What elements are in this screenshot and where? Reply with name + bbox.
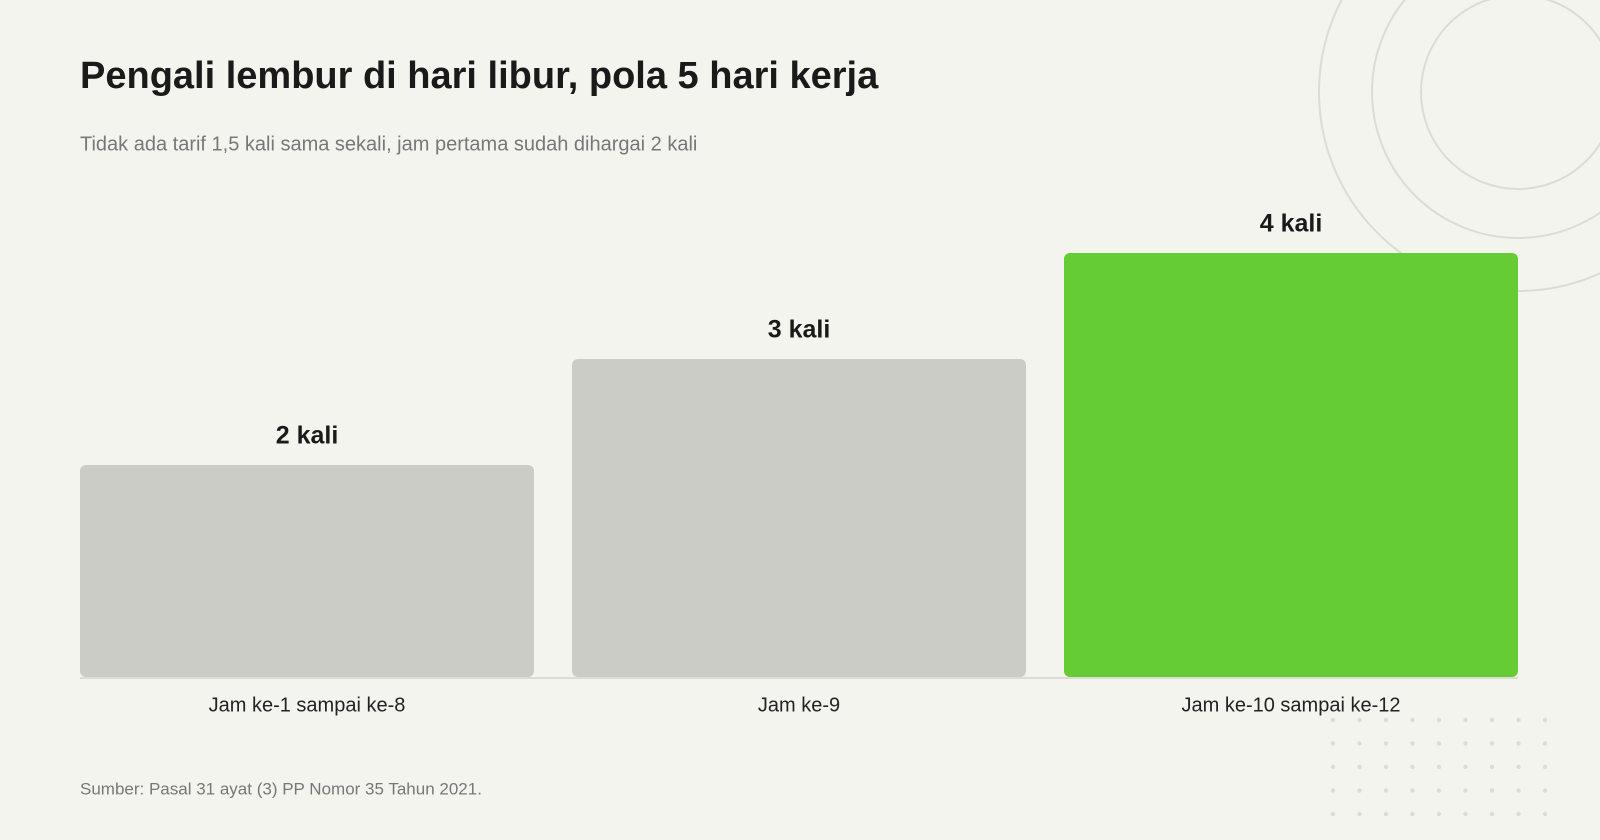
decoration-dot <box>1330 741 1336 746</box>
decoration-dot <box>1383 788 1389 793</box>
decoration-dot <box>1383 741 1389 746</box>
decoration-dot <box>1436 741 1442 746</box>
decoration-dot <box>1436 764 1442 770</box>
decoration-dot <box>1516 764 1521 770</box>
decoration-circle <box>1371 0 1600 239</box>
decoration-dot <box>1463 741 1468 746</box>
decoration-dots <box>1330 717 1548 817</box>
x-tick-label: Jam ke-9 <box>758 694 840 716</box>
decoration-dot <box>1463 788 1468 793</box>
source-note: Sumber: Pasal 31 ayat (3) PP Nomor 35 Ta… <box>80 779 482 798</box>
decoration-dot <box>1410 741 1415 746</box>
decoration-dot <box>1410 811 1415 817</box>
decoration-dot <box>1463 811 1468 817</box>
x-tick-label: Jam ke-1 sampai ke-8 <box>209 694 406 716</box>
decoration-dot <box>1516 811 1521 817</box>
decoration-dot <box>1436 811 1442 817</box>
decoration-dot <box>1436 717 1442 723</box>
decoration-dot <box>1542 741 1548 746</box>
decoration-dot <box>1463 764 1468 770</box>
value-label: 3 kali <box>768 316 831 344</box>
bar <box>1064 253 1518 677</box>
decoration-dot <box>1489 717 1495 723</box>
decoration-dot <box>1357 717 1362 723</box>
decoration-dot <box>1383 764 1389 770</box>
decoration-dot <box>1330 811 1336 817</box>
decoration-dot <box>1542 764 1548 770</box>
decoration-dot <box>1383 717 1389 723</box>
decoration-dot <box>1489 788 1495 793</box>
decoration-dot <box>1410 764 1415 770</box>
bar <box>80 465 534 677</box>
decoration-dot <box>1489 764 1495 770</box>
decoration-dot <box>1542 811 1548 817</box>
decoration-dot <box>1516 717 1521 723</box>
decoration-dot <box>1463 717 1468 723</box>
decoration-dot <box>1330 788 1336 793</box>
value-label: 4 kali <box>1260 210 1323 238</box>
decoration-dot <box>1357 741 1362 746</box>
bar <box>572 359 1026 677</box>
decoration-dot <box>1410 788 1415 793</box>
decoration-dot <box>1542 788 1548 793</box>
value-label: 2 kali <box>276 422 339 450</box>
decoration-dot <box>1489 811 1495 817</box>
decoration-dot <box>1516 788 1521 793</box>
chart-title: Pengali lembur di hari libur, pola 5 har… <box>80 55 879 97</box>
decoration-dot <box>1436 788 1442 793</box>
decoration-dot <box>1410 717 1415 723</box>
decoration-dot <box>1357 811 1362 817</box>
decoration-circle <box>1420 0 1600 190</box>
decoration-dot <box>1330 764 1336 770</box>
decoration-dot <box>1383 811 1389 817</box>
x-tick-label: Jam ke-10 sampai ke-12 <box>1182 694 1401 716</box>
chart-subtitle: Tidak ada tarif 1,5 kali sama sekali, ja… <box>80 133 697 155</box>
decoration-dot <box>1489 741 1495 746</box>
decoration-dot <box>1542 717 1548 723</box>
decoration-dot <box>1357 788 1362 793</box>
decoration-dot <box>1357 764 1362 770</box>
decoration-dot <box>1330 717 1336 723</box>
decoration-dot <box>1516 741 1521 746</box>
